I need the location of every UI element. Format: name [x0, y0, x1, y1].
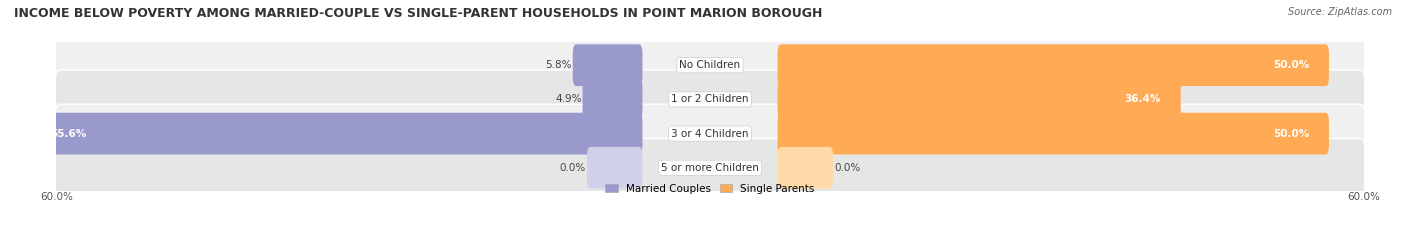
Text: 5.8%: 5.8%	[546, 60, 572, 70]
FancyBboxPatch shape	[55, 104, 1365, 163]
Text: 55.6%: 55.6%	[49, 129, 86, 139]
Text: 50.0%: 50.0%	[1272, 129, 1309, 139]
Text: 50.0%: 50.0%	[1272, 60, 1309, 70]
FancyBboxPatch shape	[778, 147, 834, 189]
FancyBboxPatch shape	[572, 44, 643, 86]
Text: 0.0%: 0.0%	[560, 163, 586, 173]
FancyBboxPatch shape	[586, 147, 643, 189]
FancyBboxPatch shape	[55, 36, 1365, 95]
Text: 36.4%: 36.4%	[1125, 94, 1161, 104]
Text: 0.0%: 0.0%	[834, 163, 860, 173]
FancyBboxPatch shape	[778, 44, 1329, 86]
Text: 4.9%: 4.9%	[555, 94, 582, 104]
Legend: Married Couples, Single Parents: Married Couples, Single Parents	[602, 179, 818, 198]
FancyBboxPatch shape	[55, 70, 1365, 129]
Text: No Children: No Children	[679, 60, 741, 70]
FancyBboxPatch shape	[30, 113, 643, 154]
FancyBboxPatch shape	[55, 138, 1365, 197]
FancyBboxPatch shape	[582, 79, 643, 120]
Text: INCOME BELOW POVERTY AMONG MARRIED-COUPLE VS SINGLE-PARENT HOUSEHOLDS IN POINT M: INCOME BELOW POVERTY AMONG MARRIED-COUPL…	[14, 7, 823, 20]
Text: 1 or 2 Children: 1 or 2 Children	[671, 94, 749, 104]
Text: 3 or 4 Children: 3 or 4 Children	[671, 129, 749, 139]
Text: Source: ZipAtlas.com: Source: ZipAtlas.com	[1288, 7, 1392, 17]
FancyBboxPatch shape	[778, 79, 1181, 120]
Text: 5 or more Children: 5 or more Children	[661, 163, 759, 173]
FancyBboxPatch shape	[778, 113, 1329, 154]
